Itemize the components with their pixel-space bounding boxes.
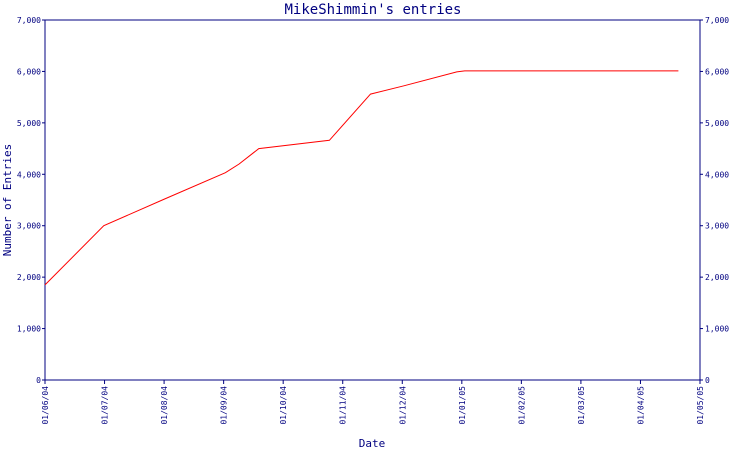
y-tick-label: 6,000 xyxy=(17,67,41,76)
x-axis: 01/06/04 01/07/04 01/08/04 01/09/04 01/10/04… xyxy=(41,380,705,425)
y-tick-label-right: 3,000 xyxy=(705,222,729,231)
y-tick-label: 3,000 xyxy=(17,222,41,231)
x-tick-label: 01/08/04 xyxy=(160,386,169,425)
y-axis-label: Number of Entries xyxy=(1,144,14,257)
x-tick-label: 01/05/05 xyxy=(696,386,705,425)
x-tick-label: 01/07/04 xyxy=(101,386,110,425)
y-tick-label-right: 1,000 xyxy=(705,325,729,334)
y-axis-right: 0 1,000 2,000 3,000 4,000 5,000 6,000 7,000 xyxy=(700,16,729,385)
x-tick-label: 01/10/04 xyxy=(279,386,288,425)
y-axis-left: 0 1,000 2,000 3,000 4,000 5,000 6,000 7,000 xyxy=(17,16,45,385)
x-tick-label: 01/03/05 xyxy=(577,386,586,425)
x-tick-label: 01/06/04 xyxy=(41,386,50,425)
chart-title: MikeShimmin's entries xyxy=(284,2,461,18)
y-tick-label-right: 2,000 xyxy=(705,273,729,282)
y-tick-label-right: 5,000 xyxy=(705,119,729,128)
y-tick-label: 0 xyxy=(36,376,41,385)
x-axis-label: Date xyxy=(359,437,386,450)
y-tick-label-right: 4,000 xyxy=(705,170,729,179)
x-tick-label: 01/02/05 xyxy=(517,386,526,425)
y-tick-label: 4,000 xyxy=(17,170,41,179)
x-tick-label: 01/12/04 xyxy=(398,386,407,425)
y-tick-label: 7,000 xyxy=(17,16,41,25)
series-layer xyxy=(44,70,679,286)
y-tick-label-right: 7,000 xyxy=(705,16,729,25)
x-tick-label: 01/11/04 xyxy=(339,386,348,425)
x-tick-label: 01/04/05 xyxy=(636,386,645,425)
plot-area-frame xyxy=(44,19,701,381)
y-tick-label-right: 6,000 xyxy=(705,67,729,76)
y-tick-label: 1,000 xyxy=(17,325,41,334)
y-tick-label: 5,000 xyxy=(17,119,41,128)
x-tick-label: 01/01/05 xyxy=(458,386,467,425)
x-tick-label: 01/09/04 xyxy=(220,386,229,425)
y-tick-label: 2,000 xyxy=(17,273,41,282)
series-line-0 xyxy=(44,70,679,286)
y-tick-label-right: 0 xyxy=(705,376,710,385)
